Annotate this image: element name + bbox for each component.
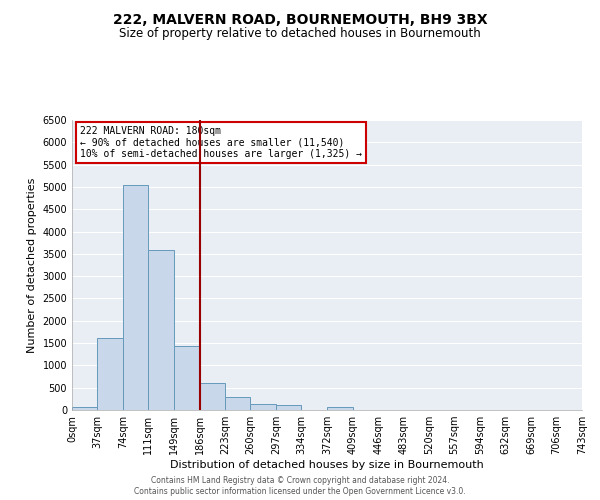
Y-axis label: Number of detached properties: Number of detached properties xyxy=(27,178,37,352)
X-axis label: Distribution of detached houses by size in Bournemouth: Distribution of detached houses by size … xyxy=(170,460,484,470)
Text: Contains public sector information licensed under the Open Government Licence v3: Contains public sector information licen… xyxy=(134,488,466,496)
Bar xyxy=(200,383,225,410)
Text: 222, MALVERN ROAD, BOURNEMOUTH, BH9 3BX: 222, MALVERN ROAD, BOURNEMOUTH, BH9 3BX xyxy=(113,12,487,26)
Bar xyxy=(174,346,200,410)
Bar xyxy=(276,405,301,410)
Text: Size of property relative to detached houses in Bournemouth: Size of property relative to detached ho… xyxy=(119,28,481,40)
Bar xyxy=(148,250,174,410)
Bar xyxy=(97,338,123,410)
Bar xyxy=(123,184,148,410)
Bar xyxy=(250,404,276,410)
Bar xyxy=(328,408,353,410)
Bar xyxy=(72,406,97,410)
Text: Contains HM Land Registry data © Crown copyright and database right 2024.: Contains HM Land Registry data © Crown c… xyxy=(151,476,449,485)
Bar xyxy=(225,396,250,410)
Text: 222 MALVERN ROAD: 180sqm
← 90% of detached houses are smaller (11,540)
10% of se: 222 MALVERN ROAD: 180sqm ← 90% of detach… xyxy=(80,126,362,159)
